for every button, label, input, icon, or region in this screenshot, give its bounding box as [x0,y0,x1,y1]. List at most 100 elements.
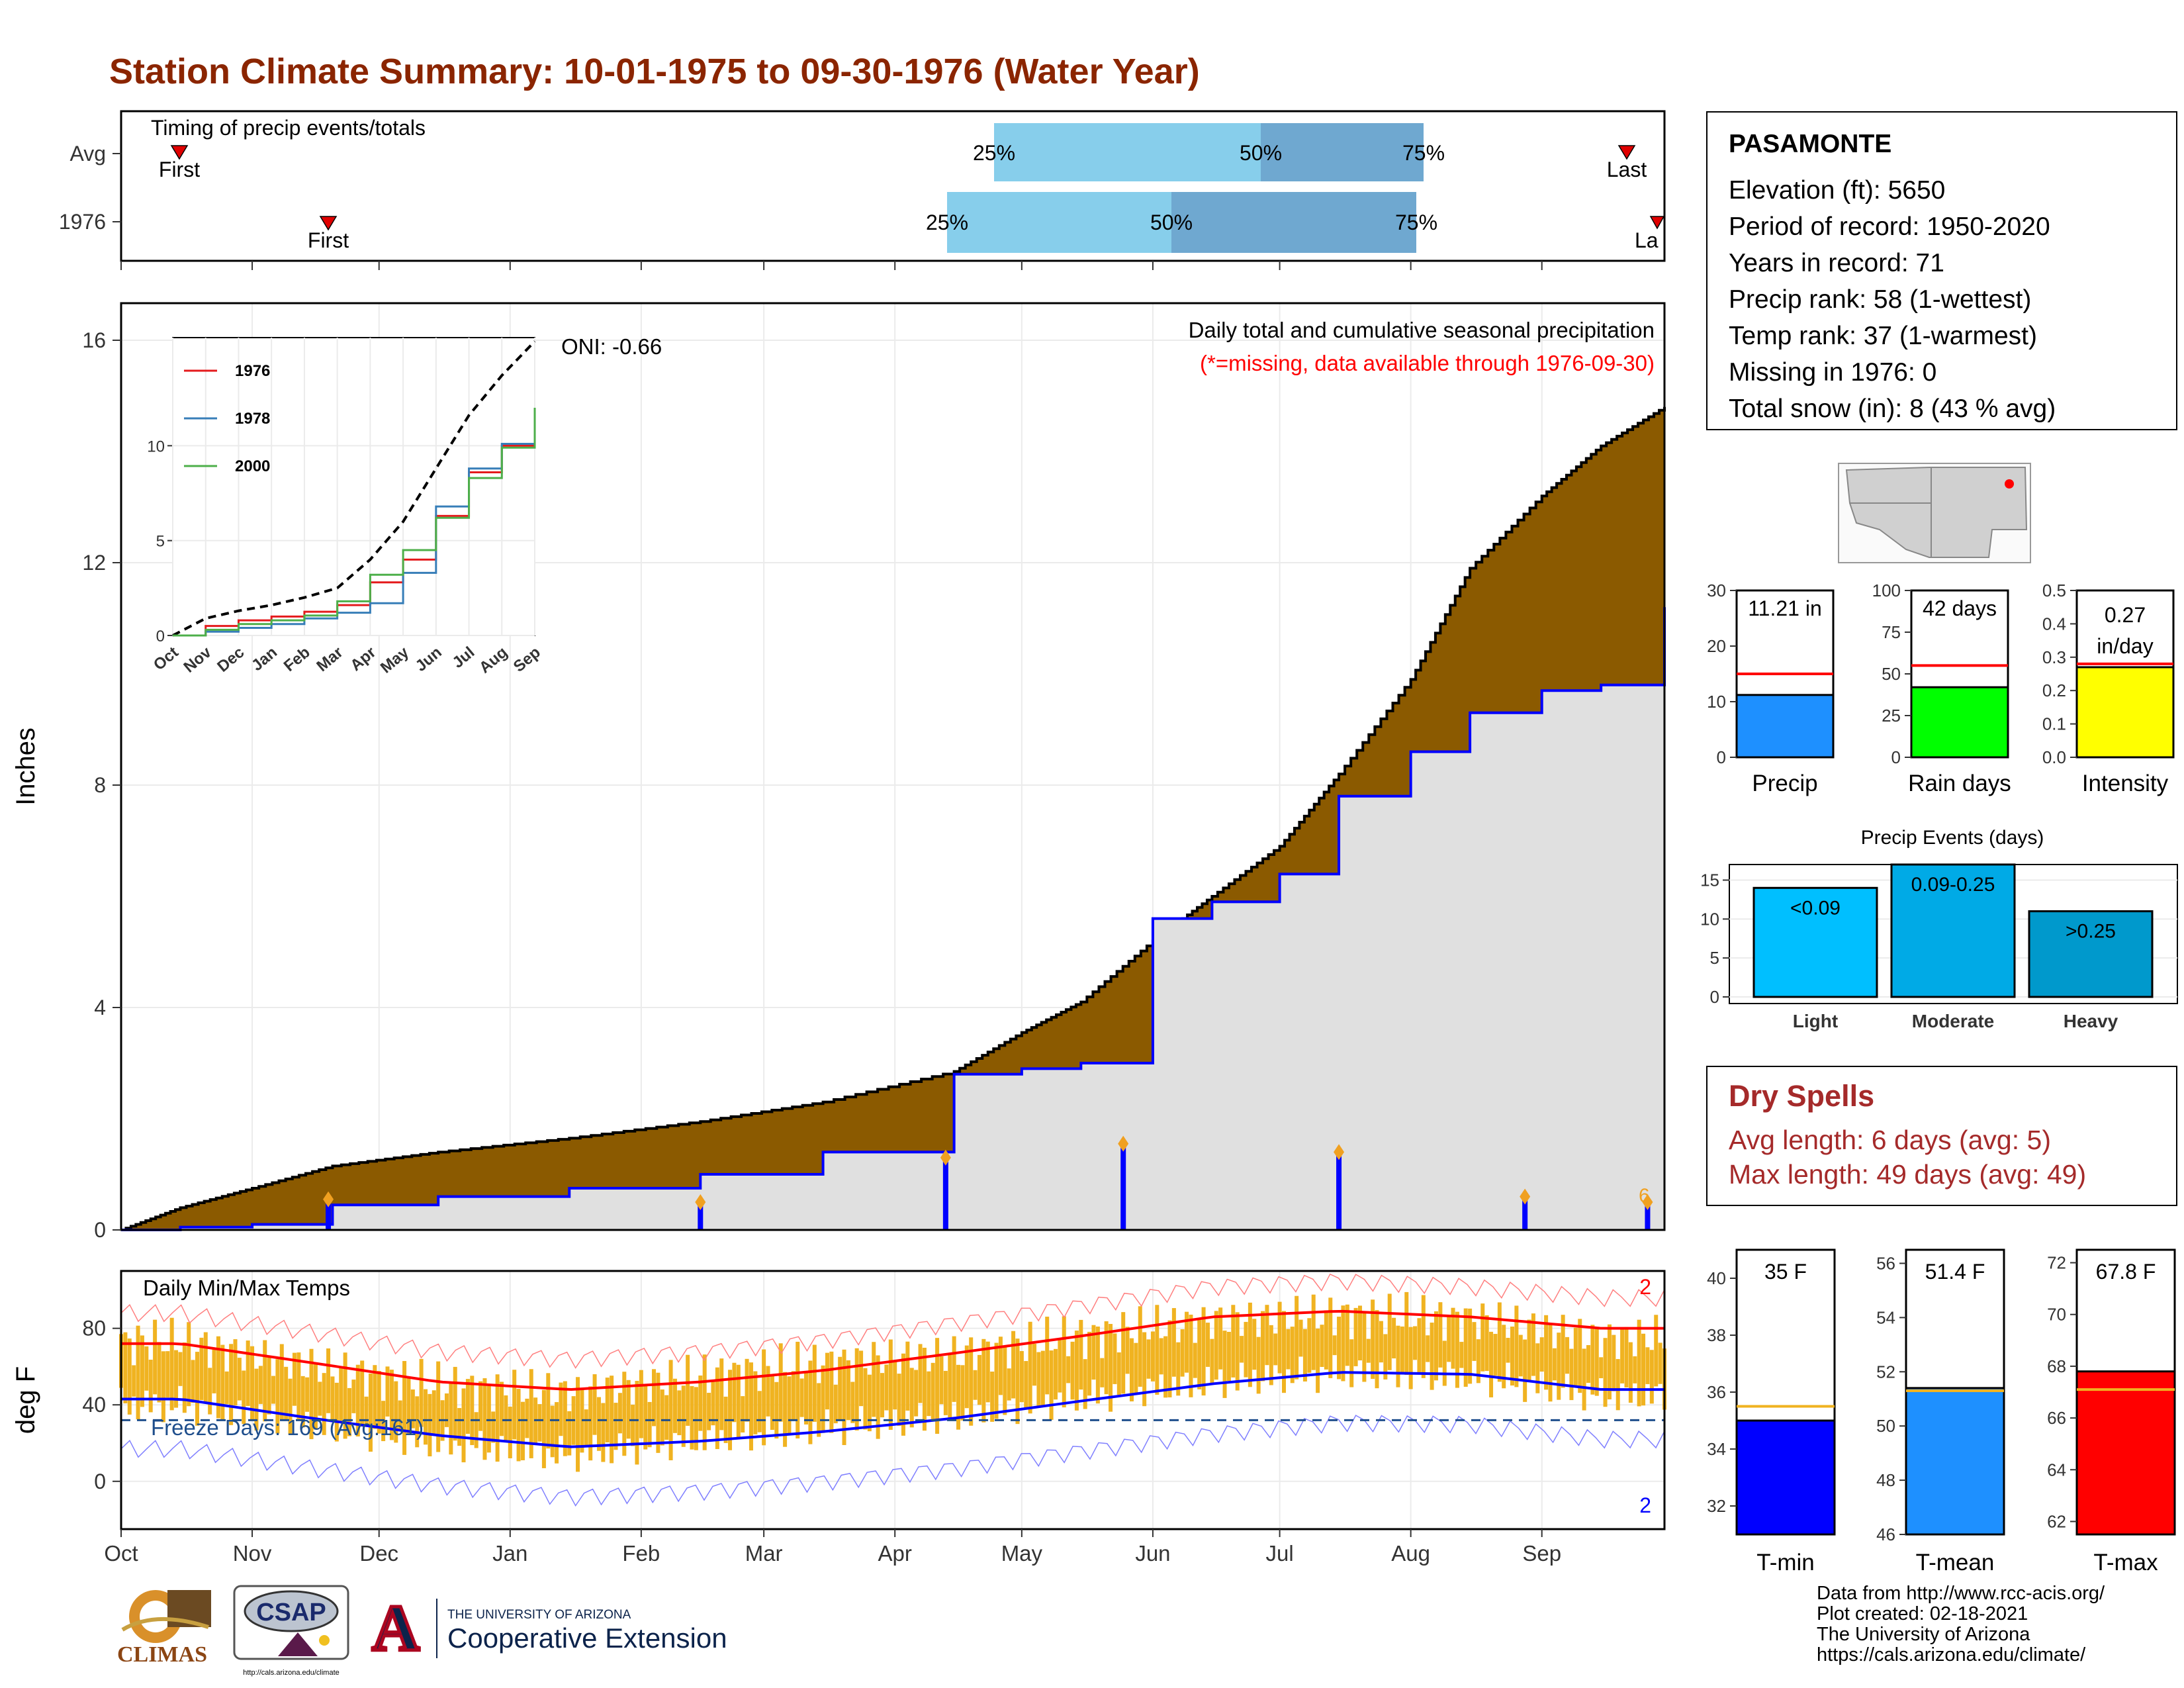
daily-temp-bar [880,1373,885,1418]
daily-temp-bar [474,1412,478,1448]
cumulative-precip-outline [121,406,1666,1231]
daily-temp-bar [313,1364,318,1430]
intensity-summary: 0.0 0.1 0.2 0.3 0.4 0.5 0.27 in/day Intensity [2042,581,2175,796]
tmax-summary-ytick-label: 68 [2047,1356,2066,1376]
climas-logo[interactable]: CLIMAS [109,1583,215,1676]
intensity-unit-label: in/day [2097,634,2153,658]
daily-temp-bar [698,1375,703,1431]
daily-temp-bar [1113,1333,1117,1384]
daily-temp-bar [1015,1338,1020,1425]
daily-temp-bar [250,1346,255,1421]
precip-summary-ytick-label: 10 [1707,692,1726,712]
daily-temp-bar [318,1382,322,1416]
daily-temp-bar [897,1374,901,1426]
daily-temp-bar [1261,1311,1265,1382]
precip-title: Daily total and cumulative seasonal prec… [1189,318,1655,342]
year-last-label: La [1635,228,1659,252]
daily-temp-bar [909,1368,914,1428]
intensity-summary-ytick-label: 0.5 [2042,581,2066,600]
event-bar [1890,863,2016,998]
year-quartile-25-50 [947,192,1171,253]
daily-temp-bar [508,1406,512,1458]
daily-temp-bar [377,1370,381,1434]
daily-temp-bar [326,1348,331,1413]
daily-temp-bar [461,1388,466,1463]
daily-temp-bar [453,1366,457,1441]
precip-event-marker [1520,1188,1531,1205]
temp-count-bottom: 2 [1639,1493,1651,1517]
daily-temp-bar [707,1393,711,1430]
daily-temp-bar [220,1344,225,1421]
daily-temp-bar [1125,1327,1130,1374]
csap-url: http://cals.arizona.edu/climate [243,1669,340,1677]
daily-precip-bar [698,1202,704,1230]
tmean-summary-label: T-mean [1916,1550,1995,1575]
daily-temp-bar [389,1370,394,1440]
year-first-marker [319,216,338,231]
ua-cooperative-extension-logo[interactable]: A THE UNIVERSITY OF ARIZONA Cooperative … [363,1590,747,1667]
daily-temp-bar [157,1342,161,1403]
station-elevation: Elevation (ft): 5650 [1729,176,1946,205]
precip-value-label: 11.21 in [1748,596,1822,620]
daily-temp-bar [1311,1294,1316,1370]
temp-panel: 0 40 80 deg F Daily Min/Max Temps Freeze D… [11,1270,1666,1566]
station-temp-rank: Temp rank: 37 (1-warmest) [1729,322,2037,350]
normal-precip-line [121,607,1666,1231]
daily-temp-bar [1265,1305,1269,1366]
avg-quartile-50-75 [1261,123,1424,181]
daily-temp-bar [1417,1318,1422,1372]
daily-temp-bar [1134,1342,1138,1394]
daily-temp-bar [224,1371,229,1405]
daily-temp-bar [1028,1321,1032,1414]
daily-precip-bar [326,1199,332,1230]
csap-logo[interactable]: CSAP http://cals.arizona.edu/climate [232,1583,351,1679]
daily-temp-bar [990,1371,995,1422]
tmin-summary-label: T-min [1756,1550,1815,1575]
daily-temp-bar [614,1403,618,1450]
daily-temp-bar [1590,1325,1595,1395]
inset-average-line [172,340,536,637]
daily-temp-bar [1138,1306,1142,1387]
daily-temp-bar [1349,1339,1354,1387]
station-name: PASAMONTE [1729,130,1892,158]
events-title: Precip Events (days) [1861,827,2044,849]
daily-temp-bar [1442,1340,1447,1386]
daily-temp-bar [1578,1319,1582,1393]
precip-frame [120,302,1666,1231]
daily-temp-bar [985,1341,990,1403]
daily-temp-bar [1218,1307,1223,1370]
daily-temp-bar [246,1340,250,1406]
daily-temp-bar [1036,1352,1041,1407]
tmax-summary-ytick-label: 64 [2047,1460,2066,1479]
events-ytick-label: 0 [1710,987,1719,1007]
rain-days-value-label: 42 days [1923,596,1997,620]
credit-line: https://cals.arizona.edu/climate/ [1817,1644,2086,1665]
temp-y-axis: 0 40 80 [82,1317,121,1493]
daily-precip-bars [323,1135,1653,1230]
daily-temp-bar [1472,1322,1477,1361]
daily-temp-bar [1637,1319,1641,1407]
daily-temp-bar [668,1360,673,1460]
daily-temp-bar [136,1325,140,1420]
station-info-box: PASAMONTE Elevation (ft): 5650 Period of… [1706,111,2177,430]
station-period: Period of record: 1950-2020 [1729,212,2050,241]
daily-temp-bar [1518,1335,1523,1377]
year-quartile-50-75 [1171,192,1416,253]
daily-temp-bar [1024,1361,1028,1409]
daily-temp-bar [305,1377,310,1412]
daily-temp-bar [500,1382,504,1436]
precip-y-axis: 0 4 8 12 16 [82,328,121,1242]
daily-temp-bar [846,1360,850,1421]
daily-temp-bar [838,1356,842,1421]
daily-temp-bar [914,1370,919,1417]
daily-temp-bar [939,1356,944,1405]
daily-temp-bar [672,1378,677,1433]
daily-temp-bar [1171,1308,1176,1377]
daily-temp-bar [664,1395,669,1440]
credit-line: Plot created: 02-18-2021 [1817,1603,2028,1624]
month-label: Jun [1135,1541,1170,1566]
daily-temp-bar [1087,1331,1092,1396]
daily-temp-bar [981,1338,986,1423]
daily-temp-bar [631,1404,635,1446]
avg-pct-25: 25% [973,141,1015,165]
